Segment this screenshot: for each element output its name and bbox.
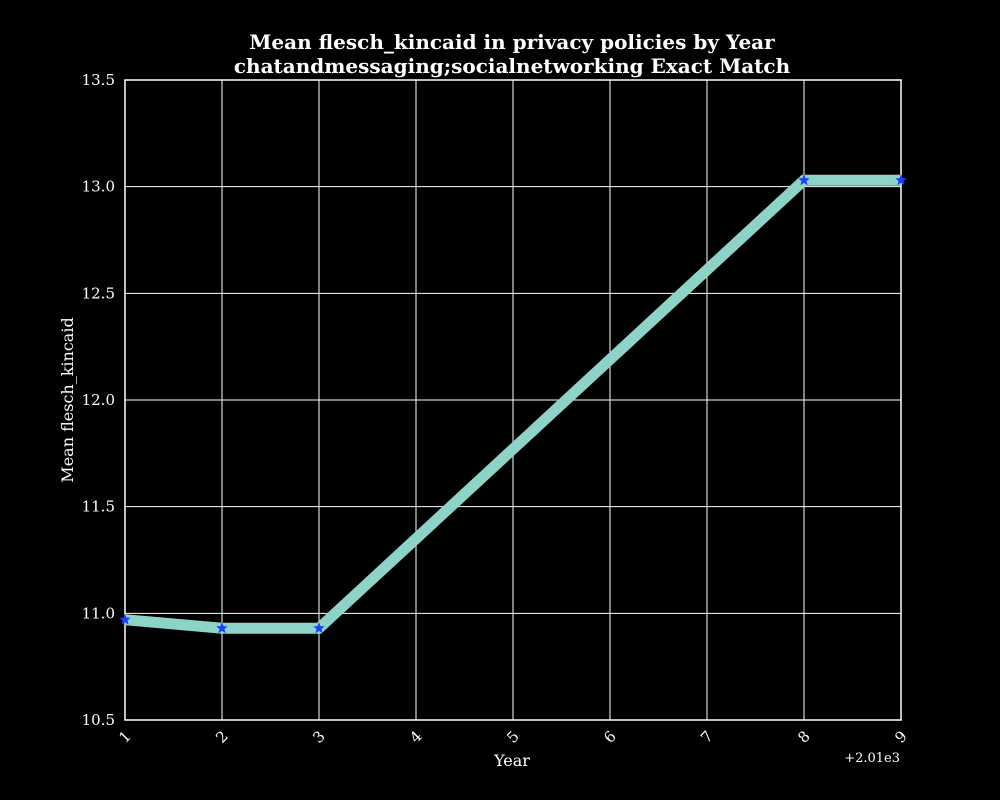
data-point-marker [119, 613, 131, 625]
series-layer [119, 174, 907, 634]
plot-frame [124, 79, 902, 721]
y-tick-label: 10.5 [82, 711, 115, 729]
y-axis-label: Mean flesch_kincaid [58, 317, 77, 482]
data-point-marker [216, 622, 228, 634]
data-point-marker [313, 622, 325, 634]
chart-title: Mean flesch_kincaid in privacy policies … [249, 30, 775, 54]
x-axis-label: Year [493, 751, 530, 770]
data-point-marker [798, 174, 810, 186]
data-point-marker [895, 174, 907, 186]
chart-subtitle: chatandmessaging;socialnetworking Exact … [234, 54, 791, 78]
y-tick-label: 12.0 [82, 391, 115, 409]
y-tick-label: 12.5 [82, 284, 115, 302]
y-tick-label: 13.5 [82, 71, 115, 89]
y-tick-label: 11.5 [82, 498, 115, 516]
y-tick-label: 11.0 [82, 604, 115, 622]
y-tick-label: 13.0 [82, 178, 115, 196]
x-axis-offset-label: +2.01e3 [844, 751, 900, 766]
